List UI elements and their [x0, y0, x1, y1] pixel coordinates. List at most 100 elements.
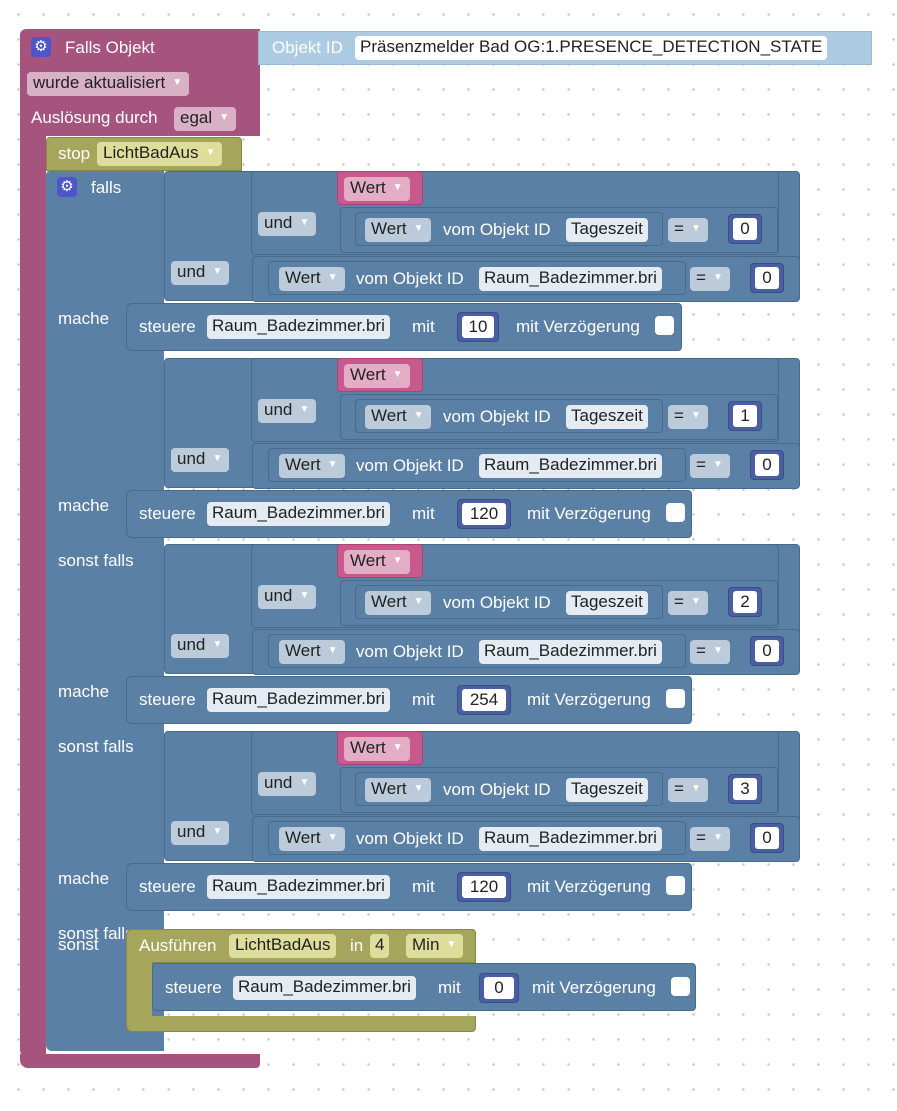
from-object-label: vom Objekt ID [356, 456, 464, 475]
and-dropdown[interactable]: und ▼ [171, 261, 230, 285]
dropdown-arrow-icon: ▼ [691, 596, 701, 607]
run-timer-dropdown[interactable]: LichtBadAus [229, 934, 337, 958]
delay-checkbox[interactable] [655, 316, 674, 335]
run-timer-footer [126, 1016, 476, 1032]
trigger-by-dropdown[interactable]: egal ▼ [174, 107, 237, 131]
value-type-dropdown[interactable]: Wert ▼ [365, 218, 431, 242]
dropdown-arrow-icon: ▼ [413, 596, 424, 607]
delay-field[interactable]: 4 [370, 934, 390, 958]
and-dropdown[interactable]: und ▼ [258, 772, 317, 796]
and-dropdown[interactable]: und ▼ [171, 448, 230, 472]
and-dropdown[interactable]: und ▼ [171, 821, 230, 845]
dropdown-arrow-icon: ▼ [691, 410, 701, 421]
steuere-label: steuere [139, 317, 196, 336]
and-dropdown[interactable]: und ▼ [258, 585, 317, 609]
number-input[interactable]: 1 [728, 401, 762, 431]
delay-label: mit Verzögerung [527, 877, 651, 896]
dropdown-arrow-icon: ▼ [299, 404, 310, 415]
trigger-block-footer [20, 1054, 260, 1068]
dropdown-arrow-icon: ▼ [691, 783, 701, 794]
value-type-dropdown[interactable]: Wert ▼ [365, 405, 431, 429]
from-object-label: vom Objekt ID [356, 642, 464, 661]
and-dropdown[interactable]: und ▼ [258, 212, 317, 236]
dropdown-arrow-icon: ▼ [392, 742, 403, 753]
object-field[interactable]: Raum_Badezimmer.bri [207, 315, 390, 339]
value-input[interactable]: 0 [479, 973, 519, 1003]
delay-label: mit Verzögerung [527, 504, 651, 523]
from-object-label: vom Objekt ID [356, 269, 464, 288]
object-field[interactable]: Tageszeit [566, 405, 648, 429]
delay-checkbox[interactable] [666, 876, 685, 895]
object-field[interactable]: Raum_Badezimmer.bri [207, 875, 390, 899]
object-id-field[interactable]: Präsenzmelder Bad OG:1.PRESENCE_DETECTIO… [355, 36, 828, 60]
object-field[interactable]: Raum_Badezimmer.bri [479, 454, 662, 478]
number-input[interactable]: 0 [750, 636, 784, 666]
dropdown-arrow-icon: ▼ [219, 112, 230, 123]
object-field[interactable]: Raum_Badezimmer.bri [479, 640, 662, 664]
from-object-label: vom Objekt ID [356, 829, 464, 848]
value-input[interactable]: 120 [457, 872, 511, 902]
value-type-dropdown[interactable]: Wert ▼ [279, 267, 345, 291]
delay-checkbox[interactable] [671, 977, 690, 996]
dropdown-arrow-icon: ▼ [299, 590, 310, 601]
operator-dropdown[interactable]: = ▼ [668, 405, 708, 429]
operator-dropdown[interactable]: = ▼ [690, 454, 730, 478]
and-dropdown[interactable]: und ▼ [171, 634, 230, 658]
object-field[interactable]: Tageszeit [566, 591, 648, 615]
wert-dropdown[interactable]: Wert ▼ [344, 737, 410, 761]
object-field[interactable]: Raum_Badezimmer.bri [207, 502, 390, 526]
object-field[interactable]: Tageszeit [566, 218, 648, 242]
dropdown-arrow-icon: ▼ [212, 826, 223, 837]
unit-dropdown[interactable]: Min ▼ [406, 934, 464, 958]
dropdown-arrow-icon: ▼ [205, 147, 216, 158]
wert-dropdown[interactable]: Wert ▼ [344, 550, 410, 574]
dropdown-arrow-icon: ▼ [413, 783, 424, 794]
value-type-dropdown[interactable]: Wert ▼ [365, 591, 431, 615]
object-field[interactable]: Raum_Badezimmer.bri [479, 267, 662, 291]
delay-checkbox[interactable] [666, 503, 685, 522]
mache-label: mache [58, 682, 110, 701]
delay-checkbox[interactable] [666, 689, 685, 708]
value-type-dropdown[interactable]: Wert ▼ [365, 778, 431, 802]
value-type-dropdown[interactable]: Wert ▼ [279, 454, 345, 478]
value-input[interactable]: 10 [457, 312, 499, 342]
steuere-label: steuere [139, 504, 196, 523]
operator-dropdown[interactable]: = ▼ [668, 778, 708, 802]
and-dropdown[interactable]: und ▼ [258, 399, 317, 423]
in-label: in [350, 936, 364, 955]
number-input[interactable]: 0 [750, 263, 784, 293]
object-field[interactable]: Raum_Badezimmer.bri [207, 688, 390, 712]
operator-dropdown[interactable]: = ▼ [690, 640, 730, 664]
value-input[interactable]: 254 [457, 685, 511, 715]
number-input[interactable]: 3 [728, 774, 762, 804]
object-field[interactable]: Tageszeit [566, 778, 648, 802]
gear-icon[interactable]: ⚙ [57, 177, 77, 197]
mache-label: mache [58, 309, 110, 328]
number-input[interactable]: 2 [728, 587, 762, 617]
object-field[interactable]: Raum_Badezimmer.bri [233, 976, 416, 1000]
wert-dropdown[interactable]: Wert ▼ [344, 177, 410, 201]
value-type-dropdown[interactable]: Wert ▼ [279, 827, 345, 851]
stop-timer-dropdown[interactable]: LichtBadAus ▼ [97, 142, 223, 166]
mit-label: mit [412, 690, 435, 709]
mache-label: mache [58, 869, 110, 888]
object-field[interactable]: Raum_Badezimmer.bri [479, 827, 662, 851]
dropdown-arrow-icon: ▼ [172, 77, 183, 88]
operator-dropdown[interactable]: = ▼ [668, 218, 708, 242]
value-type-dropdown[interactable]: Wert ▼ [279, 640, 345, 664]
event-dropdown[interactable]: wurde aktualisiert ▼ [27, 72, 190, 96]
gear-icon[interactable]: ⚙ [31, 37, 51, 57]
number-input[interactable]: 0 [728, 214, 762, 244]
value-input[interactable]: 120 [457, 499, 511, 529]
from-object-label: vom Objekt ID [443, 780, 551, 799]
number-input[interactable]: 0 [750, 450, 784, 480]
number-input[interactable]: 0 [750, 823, 784, 853]
operator-dropdown[interactable]: = ▼ [690, 267, 730, 291]
from-object-label: vom Objekt ID [443, 407, 551, 426]
wert-dropdown[interactable]: Wert ▼ [344, 364, 410, 388]
dropdown-arrow-icon: ▼ [713, 459, 723, 470]
operator-dropdown[interactable]: = ▼ [690, 827, 730, 851]
trigger-by-label: Auslösung durch [31, 108, 158, 127]
operator-dropdown[interactable]: = ▼ [668, 591, 708, 615]
steuere-label: steuere [165, 978, 222, 997]
